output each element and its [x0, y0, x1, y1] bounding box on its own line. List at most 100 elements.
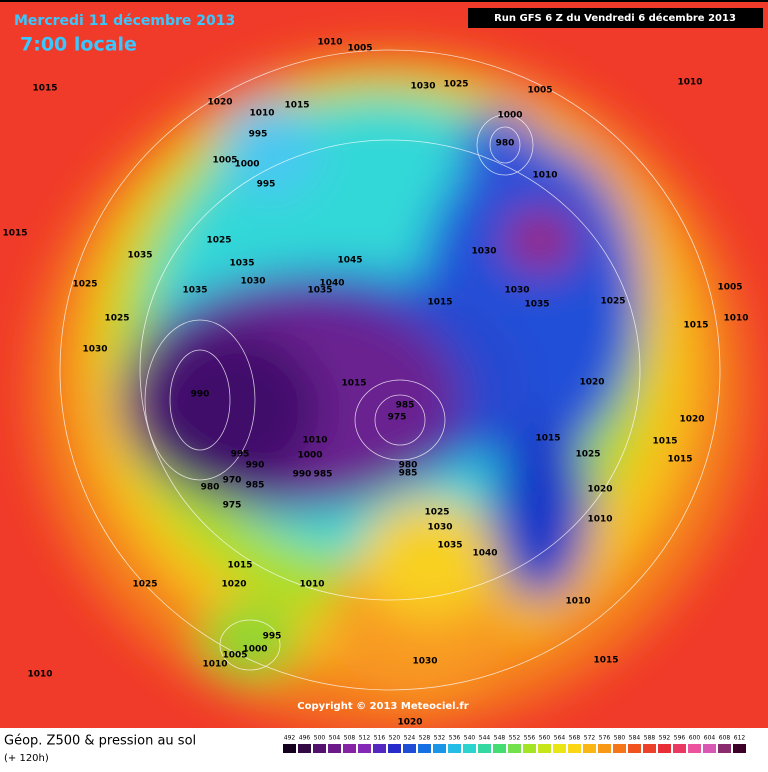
scale-swatch [703, 744, 716, 753]
pressure-label: 1035 [127, 251, 152, 261]
pressure-label: 1030 [240, 277, 265, 287]
scale-swatch [403, 744, 416, 753]
scale-label: 492 [284, 735, 296, 742]
pressure-label: 970 [223, 476, 242, 486]
pressure-label: 1000 [234, 160, 259, 170]
pressure-label: 1010 [532, 171, 557, 181]
pressure-label: 1025 [104, 314, 129, 324]
color-scale: 492 496 500 504 508 512 516 520 524 528 532 536 540 5… [283, 735, 746, 753]
pressure-label: 1020 [579, 378, 604, 388]
pressure-label: 995 [231, 450, 250, 460]
scale-label: 604 [704, 735, 716, 742]
pressure-label: 1010 [587, 515, 612, 525]
pressure-label: 1035 [307, 286, 332, 296]
legend-subtitle: (+ 120h) [4, 753, 49, 764]
pressure-label: 1015 [341, 379, 366, 389]
pressure-label: 995 [263, 632, 282, 642]
scale-label: 516 [374, 735, 386, 742]
scale-swatch [478, 744, 491, 753]
scale-swatch [718, 744, 731, 753]
pressure-label: 1010 [565, 597, 590, 607]
pressure-label: 1010 [27, 670, 52, 680]
pressure-label: 1030 [504, 286, 529, 296]
scale-swatch [643, 744, 656, 753]
scale-label: 556 [524, 735, 536, 742]
scale-swatch [493, 744, 506, 753]
scale-label: 524 [404, 735, 416, 742]
pressure-label: 1015 [2, 229, 27, 239]
pressure-label: 1010 [302, 436, 327, 446]
scale-label: 568 [569, 735, 581, 742]
scale-swatch [568, 744, 581, 753]
scale-swatch [613, 744, 626, 753]
scale-label: 508 [344, 735, 356, 742]
pressure-label: 1010 [723, 314, 748, 324]
scale-swatch [313, 744, 326, 753]
scale-label: 532 [434, 735, 446, 742]
pressure-label: 1030 [471, 247, 496, 257]
scale-label: 540 [464, 735, 476, 742]
scale-swatch [583, 744, 596, 753]
pressure-label: 1025 [132, 580, 157, 590]
pressure-label: 1030 [412, 657, 437, 667]
pressure-label: 1020 [397, 718, 422, 728]
pressure-label: 1025 [72, 280, 97, 290]
pressure-label: 980 [201, 483, 220, 493]
pressure-label: 975 [388, 413, 407, 423]
pressure-label: 1010 [249, 109, 274, 119]
scale-label: 512 [359, 735, 371, 742]
pressure-label: 1005 [717, 283, 742, 293]
pressure-label: 1005 [212, 156, 237, 166]
scale-swatch [388, 744, 401, 753]
pressure-label: 990 [191, 390, 210, 400]
legend-title: Géop. Z500 & pression au sol [4, 734, 196, 749]
scale-swatch [508, 744, 521, 753]
pressure-label: 1035 [182, 286, 207, 296]
pressure-label: 1015 [32, 84, 57, 94]
scale-swatch [358, 744, 371, 753]
scale-swatch [418, 744, 431, 753]
scale-swatch [298, 744, 311, 753]
scale-swatch [673, 744, 686, 753]
pressure-label: 1015 [593, 656, 618, 666]
pressure-label: 1035 [524, 300, 549, 310]
pressure-label: 1005 [222, 651, 247, 661]
pressure-label: 1005 [347, 44, 372, 54]
pressure-label: 995 [249, 130, 268, 140]
pressure-label: 1035 [229, 259, 254, 269]
scale-swatch [523, 744, 536, 753]
pressure-label: 1015 [227, 561, 252, 571]
pressure-label: 990 [246, 461, 265, 471]
pressure-label: 985 [314, 470, 333, 480]
pressure-label: 1015 [667, 455, 692, 465]
pressure-label: 1015 [652, 437, 677, 447]
pressure-label: 1010 [202, 660, 227, 670]
scale-swatch [733, 744, 746, 753]
scale-label: 584 [629, 735, 641, 742]
scale-label: 596 [674, 735, 686, 742]
scale-label: 536 [449, 735, 461, 742]
pressure-label: 1040 [319, 279, 344, 289]
scale-swatch [373, 744, 386, 753]
pressure-label: 1015 [535, 434, 560, 444]
pressure-label: 1040 [472, 549, 497, 559]
scale-swatch [448, 744, 461, 753]
pressure-label: 985 [246, 481, 265, 491]
scale-swatch [658, 744, 671, 753]
scale-swatch [343, 744, 356, 753]
scale-swatch [688, 744, 701, 753]
pressure-label: 1015 [683, 321, 708, 331]
pressure-label: 980 [399, 461, 418, 471]
pressure-label: 1030 [82, 345, 107, 355]
scale-label: 564 [554, 735, 566, 742]
pressure-label: 1025 [600, 297, 625, 307]
pressure-label: 995 [257, 180, 276, 190]
scale-swatch [463, 744, 476, 753]
scale-label: 504 [329, 735, 341, 742]
valid-date: Mercredi 11 décembre 2013 [14, 13, 235, 29]
pressure-label: 985 [399, 469, 418, 479]
scale-swatch [598, 744, 611, 753]
